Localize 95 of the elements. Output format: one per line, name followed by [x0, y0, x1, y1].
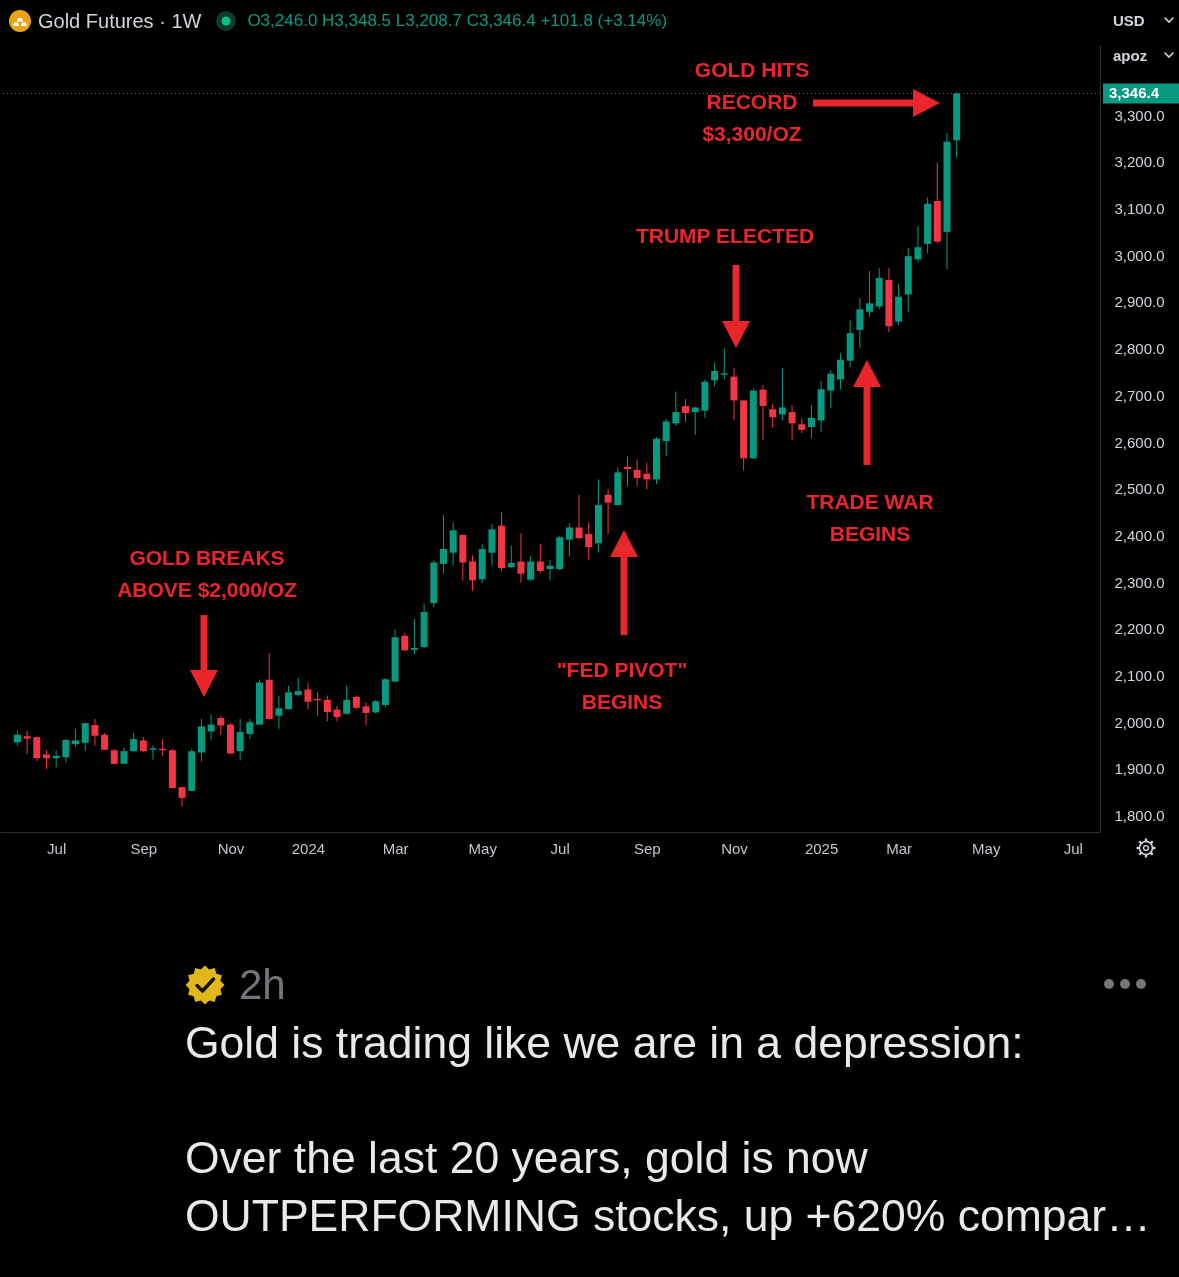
- candlestick: [333, 705, 341, 722]
- ref-line-label: 3,346.4: [1109, 84, 1160, 102]
- candlestick: [866, 270, 874, 318]
- candlestick: [323, 695, 331, 722]
- candlestick: [546, 559, 554, 582]
- candlestick: [275, 695, 283, 730]
- candlestick: [807, 404, 815, 439]
- candlestick: [691, 406, 699, 436]
- y-tick-label: 2,500.0: [1114, 480, 1165, 498]
- candlestick: [285, 685, 293, 711]
- candlestick: [672, 391, 680, 427]
- candlestick: [682, 398, 690, 423]
- candlestick: [91, 718, 99, 747]
- candlestick: [662, 418, 670, 457]
- candlestick: [207, 714, 215, 741]
- y-tick-label: 2,300.0: [1114, 573, 1165, 591]
- y-tick-label: 2,700.0: [1114, 386, 1165, 404]
- y-tick-label: 2,800.0: [1114, 340, 1165, 358]
- text: Gold is trading like we are in a depression:: [185, 1017, 1025, 1069]
- x-tick-label: Sep: [130, 839, 158, 857]
- candlestick: [81, 722, 89, 752]
- candlestick: [62, 738, 70, 763]
- candlestick: [23, 730, 31, 755]
- x-tick-label: Jul: [1063, 839, 1083, 857]
- y-tick-label: 1,900.0: [1114, 760, 1165, 778]
- y-tick-label: 2,400.0: [1114, 526, 1165, 544]
- candlestick: [507, 545, 515, 569]
- y-tick-label: 1,800.0: [1114, 807, 1165, 825]
- candlestick: [565, 522, 573, 557]
- candlestick: [343, 685, 351, 715]
- candlestick: [536, 543, 544, 574]
- candlestick: [856, 297, 864, 349]
- x-tick-label: Mar: [886, 839, 912, 857]
- candlestick: [575, 494, 583, 540]
- candlestick: [711, 362, 719, 387]
- text: USD: [1113, 11, 1145, 29]
- candlestick: [43, 749, 50, 770]
- y-tick-label: 3,200.0: [1114, 153, 1165, 171]
- x-tick-label: 2024: [291, 839, 326, 857]
- candlestick: [149, 745, 157, 761]
- candlestick: [130, 732, 138, 753]
- y-tick-label: 2,600.0: [1114, 433, 1165, 451]
- y-tick-label: 2,100.0: [1114, 667, 1165, 685]
- candlestick: [517, 532, 525, 584]
- text: Over the last 20 years, gold is now OUTPERFORMING stocks, up +620% compar…: [185, 1132, 1152, 1242]
- candlestick: [604, 488, 612, 535]
- text: 2h: [239, 961, 286, 1009]
- y-tick-label: 3,100.0: [1114, 199, 1165, 217]
- candlestick: [527, 555, 535, 582]
- candlestick: [33, 736, 41, 762]
- candlestick: [585, 521, 593, 561]
- y-tick-label: 2,200.0: [1114, 620, 1165, 638]
- candlestick: [836, 352, 844, 390]
- annotation: GOLD BREAKS ABOVE $2,000/OZ: [117, 546, 298, 601]
- x-tick-label: Jul: [47, 839, 67, 857]
- candlestick: [439, 514, 447, 575]
- x-tick-label: Nov: [721, 839, 749, 857]
- annotation: "FED PIVOT" BEGINS: [556, 658, 688, 713]
- candlestick: [720, 347, 728, 380]
- candlestick: [778, 367, 786, 422]
- x-tick-label: Sep: [633, 839, 661, 857]
- candlestick: [410, 618, 418, 655]
- chart-subtitle: O3,246.0 H3,348.5 L3,208.7 C3,346.4 +101.8 (+3.14%): [247, 11, 668, 31]
- candlestick: [788, 404, 796, 441]
- candlestick: [488, 523, 496, 566]
- x-tick-label: Jul: [550, 839, 570, 857]
- candlestick: [914, 225, 922, 263]
- text: apoz: [1113, 46, 1148, 64]
- candlestick: [633, 459, 641, 487]
- x-tick-label: 2025: [804, 839, 839, 857]
- y-tick-label: 2,900.0: [1114, 293, 1165, 311]
- x-tick-label: May: [972, 839, 1001, 857]
- candlestick: [643, 462, 651, 490]
- candlestick: [362, 701, 370, 727]
- candlestick: [769, 403, 777, 429]
- candlestick: [401, 632, 409, 652]
- y-tick-label: 3,000.0: [1114, 246, 1165, 264]
- candlestick: [469, 555, 477, 592]
- candlestick: [449, 521, 457, 566]
- candlestick: [304, 682, 312, 710]
- chart-title: Gold Futures · 1W: [38, 9, 202, 33]
- candlestick: [759, 384, 767, 441]
- y-tick-label: 3,300.0: [1114, 106, 1165, 124]
- annotation: TRUMP ELECTED: [635, 224, 815, 247]
- x-tick-label: Mar: [382, 839, 409, 857]
- candlestick: [827, 370, 835, 409]
- annotation: TRADE WAR BEGINS: [806, 490, 934, 545]
- x-tick-label: May: [468, 839, 498, 857]
- candlestick: [217, 715, 225, 736]
- candlestick: [730, 367, 738, 421]
- candlestick: [246, 718, 254, 740]
- x-tick-label: Nov: [217, 839, 245, 857]
- y-tick-label: 2,000.0: [1114, 713, 1165, 731]
- candlestick: [236, 718, 244, 762]
- annotation: GOLD HITS RECORD $3,300/OZ: [694, 58, 810, 145]
